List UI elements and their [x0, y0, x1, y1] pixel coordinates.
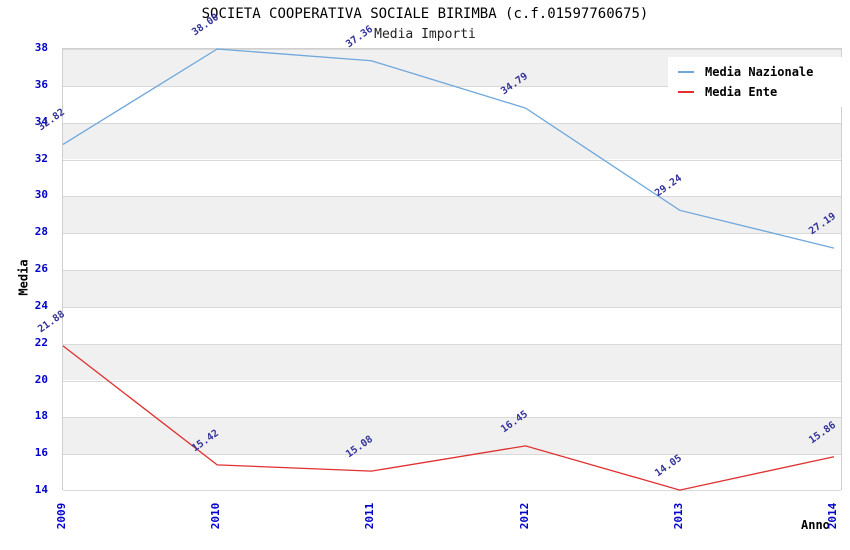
- x-tick-label: 2014: [826, 502, 839, 530]
- gridline: [63, 344, 841, 345]
- grid-band: [63, 159, 841, 197]
- grid-band: [63, 306, 841, 344]
- grid-band: [63, 380, 841, 418]
- gridline: [63, 196, 841, 197]
- legend-swatch-blue-line-icon: [678, 71, 694, 73]
- y-tick-label: 30: [34, 188, 48, 202]
- y-tick-label: 16: [34, 446, 48, 460]
- series-line-media-ente: [62, 345, 835, 491]
- x-tick-label: 2013: [671, 502, 685, 530]
- gridline: [63, 490, 841, 491]
- y-tick-label: 24: [34, 298, 48, 312]
- legend: Media Nazionale Media Ente: [668, 57, 848, 107]
- plot-area: 32.82 38.00 37.36 34.79 29.24 27.19 21.88 15.42…: [36, 12, 842, 491]
- legend-label-media-nazionale: Media Nazionale: [705, 65, 814, 79]
- x-tick-label: 2010: [209, 502, 223, 530]
- x-tick-label: 2009: [55, 502, 68, 530]
- grid-band: [63, 417, 841, 455]
- legend-item-media-nazionale: Media Nazionale: [678, 62, 838, 82]
- gridline: [63, 123, 841, 124]
- chart-subtitle: Media Importi: [374, 27, 476, 42]
- grid-band: [63, 454, 841, 491]
- y-tick-label: 34: [34, 114, 48, 128]
- series-lines: [62, 48, 835, 491]
- gridline: [63, 49, 841, 50]
- x-tick-label: 2012: [517, 502, 531, 530]
- gridline: [63, 454, 841, 455]
- x-axis-title: Anno: [801, 518, 830, 532]
- gridline: [63, 233, 841, 234]
- y-tick-label: 32: [34, 151, 48, 165]
- y-tick-label: 14: [34, 483, 48, 496]
- grid-band: [63, 343, 841, 381]
- gridline: [63, 307, 841, 308]
- grid-band: [63, 233, 841, 270]
- y-tick-label: 20: [34, 372, 48, 386]
- gridline: [63, 381, 841, 382]
- grid-band: [63, 196, 841, 234]
- grid-band: [63, 122, 841, 160]
- gridline: [63, 417, 841, 418]
- y-tick-label: 28: [34, 225, 48, 239]
- legend-item-media-ente: Media Ente: [678, 82, 838, 102]
- y-tick-label: 26: [34, 262, 48, 275]
- grid-band: [63, 270, 841, 307]
- y-tick-label: 36: [34, 77, 48, 91]
- x-tick-label: 2011: [363, 502, 377, 530]
- gridline: [63, 270, 841, 271]
- legend-label-media-ente: Media Ente: [705, 85, 778, 99]
- gridline: [63, 86, 841, 87]
- gridline: [63, 160, 841, 161]
- y-tick-label: 22: [34, 335, 48, 349]
- y-tick-label: 18: [34, 409, 48, 423]
- legend-swatch-red-line-icon: [678, 91, 694, 93]
- y-tick-label: 38: [34, 41, 48, 54]
- series-line-media-nazionale: [62, 48, 835, 249]
- chart-title: SOCIETA COOPERATIVA SOCIALE BIRIMBA (c.f…: [201, 6, 649, 22]
